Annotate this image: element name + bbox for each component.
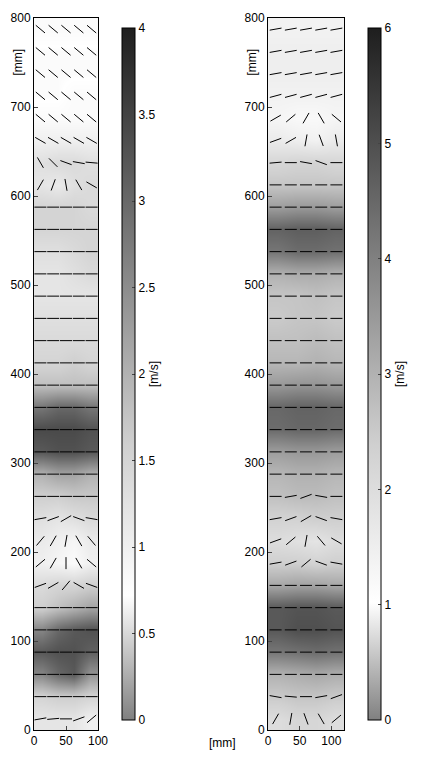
svg-text:0: 0: [265, 734, 272, 748]
svg-text:0: 0: [138, 713, 145, 727]
svg-text:0: 0: [31, 734, 38, 748]
svg-text:3: 3: [384, 367, 391, 381]
svg-text:800: 800: [245, 11, 265, 25]
svg-text:0: 0: [24, 723, 31, 737]
svg-text:50: 50: [293, 734, 307, 748]
svg-text:[m/s]: [m/s]: [393, 361, 407, 387]
svg-text:1: 1: [384, 598, 391, 612]
svg-text:1: 1: [138, 540, 145, 554]
svg-text:300: 300: [245, 456, 265, 470]
svg-text:600: 600: [11, 189, 31, 203]
svg-text:200: 200: [245, 545, 265, 559]
svg-text:800: 800: [11, 11, 31, 25]
svg-text:5: 5: [384, 137, 391, 151]
svg-text:300: 300: [11, 456, 31, 470]
svg-text:6: 6: [384, 21, 391, 35]
svg-text:[mm]: [mm]: [209, 736, 236, 750]
svg-text:2: 2: [384, 483, 391, 497]
svg-text:2: 2: [138, 367, 145, 381]
svg-text:700: 700: [11, 100, 31, 114]
svg-text:600: 600: [245, 189, 265, 203]
svg-text:0: 0: [258, 723, 265, 737]
svg-text:100: 100: [11, 634, 31, 648]
svg-text:[mm]: [mm]: [245, 49, 259, 76]
svg-text:100: 100: [88, 734, 108, 748]
svg-text:50: 50: [59, 734, 73, 748]
svg-text:2.5: 2.5: [138, 281, 155, 295]
svg-text:200: 200: [11, 545, 31, 559]
svg-text:100: 100: [245, 634, 265, 648]
svg-text:400: 400: [245, 367, 265, 381]
svg-text:[m/s]: [m/s]: [147, 361, 161, 387]
svg-text:700: 700: [245, 100, 265, 114]
svg-text:0.5: 0.5: [138, 627, 155, 641]
svg-text:400: 400: [11, 367, 31, 381]
svg-text:[mm]: [mm]: [11, 49, 25, 76]
svg-text:100: 100: [321, 734, 341, 748]
svg-text:3: 3: [138, 194, 145, 208]
svg-text:1.5: 1.5: [138, 454, 155, 468]
svg-text:500: 500: [245, 278, 265, 292]
svg-text:3.5: 3.5: [138, 108, 155, 122]
svg-text:500: 500: [11, 278, 31, 292]
svg-text:0: 0: [384, 713, 391, 727]
svg-text:4: 4: [384, 252, 391, 266]
svg-text:4: 4: [138, 21, 145, 35]
